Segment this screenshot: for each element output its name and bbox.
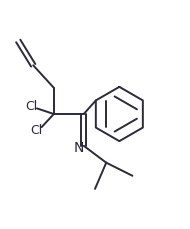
Text: Cl: Cl: [30, 124, 43, 137]
Text: Cl: Cl: [26, 100, 38, 113]
Text: N: N: [74, 140, 84, 154]
